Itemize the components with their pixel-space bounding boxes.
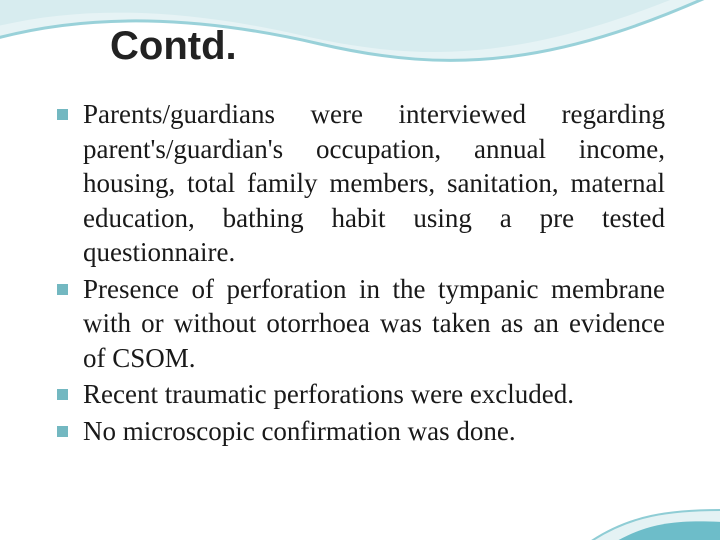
slide-content: Contd. Parents/guardians were interviewe…: [0, 0, 720, 540]
slide-title: Contd.: [110, 24, 665, 69]
bullet-item: Parents/guardians were interviewed regar…: [83, 97, 665, 270]
bullet-item: Presence of perforation in the tympanic …: [83, 272, 665, 376]
bullet-item: Recent traumatic perforations were exclu…: [83, 377, 665, 412]
bullet-list: Parents/guardians were interviewed regar…: [55, 97, 665, 448]
bullet-item: No microscopic confirmation was done.: [83, 414, 665, 449]
